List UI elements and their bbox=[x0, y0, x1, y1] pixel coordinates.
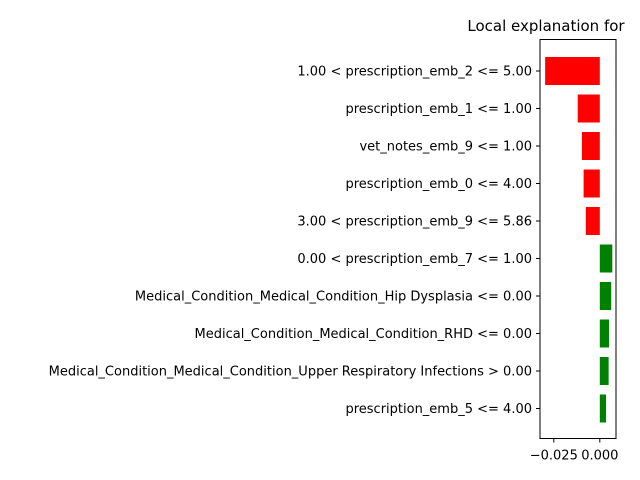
bar-2 bbox=[581, 132, 600, 160]
y-tick-label-8: Medical_Condition_Medical_Condition_Uppe… bbox=[49, 365, 532, 380]
y-tick-label-9: prescription_emb_5 <= 4.00 bbox=[345, 402, 532, 417]
plot-frame bbox=[539, 39, 617, 439]
chart-title: Local explanation for bbox=[467, 17, 625, 35]
y-tick-label-1: prescription_emb_1 <= 1.00 bbox=[345, 102, 532, 117]
bar-0 bbox=[545, 57, 600, 85]
bar-3 bbox=[583, 169, 600, 198]
x-tick-label-1: 0.000 bbox=[581, 449, 618, 464]
y-tick-label-0: 1.00 < prescription_emb_2 <= 5.00 bbox=[297, 65, 532, 80]
y-tick-label-7: Medical_Condition_Medical_Condition_RHD … bbox=[195, 327, 533, 342]
bar-5 bbox=[599, 244, 613, 273]
y-tick-labels: 1.00 < prescription_emb_2 <= 5.00 prescri… bbox=[49, 65, 540, 417]
y-tick-label-6: Medical_Condition_Medical_Condition_Hip … bbox=[135, 290, 532, 305]
bar-9 bbox=[599, 394, 607, 423]
x-tick-label-0: −0.025 bbox=[530, 449, 578, 464]
bar-7 bbox=[599, 319, 610, 348]
bars-group bbox=[545, 57, 613, 423]
y-tick-label-2: vet_notes_emb_9 <= 1.00 bbox=[359, 140, 532, 155]
bar-1 bbox=[577, 94, 600, 123]
bar-8 bbox=[599, 357, 609, 385]
y-tick-label-4: 3.00 < prescription_emb_9 <= 5.86 bbox=[297, 215, 532, 230]
y-tick-label-3: prescription_emb_0 <= 4.00 bbox=[345, 177, 532, 192]
bar-4 bbox=[585, 207, 600, 235]
bar-6 bbox=[599, 282, 612, 310]
y-tick-label-5: 0.00 < prescription_emb_7 <= 1.00 bbox=[297, 252, 532, 267]
x-ticks: −0.025 0.000 bbox=[530, 438, 618, 464]
